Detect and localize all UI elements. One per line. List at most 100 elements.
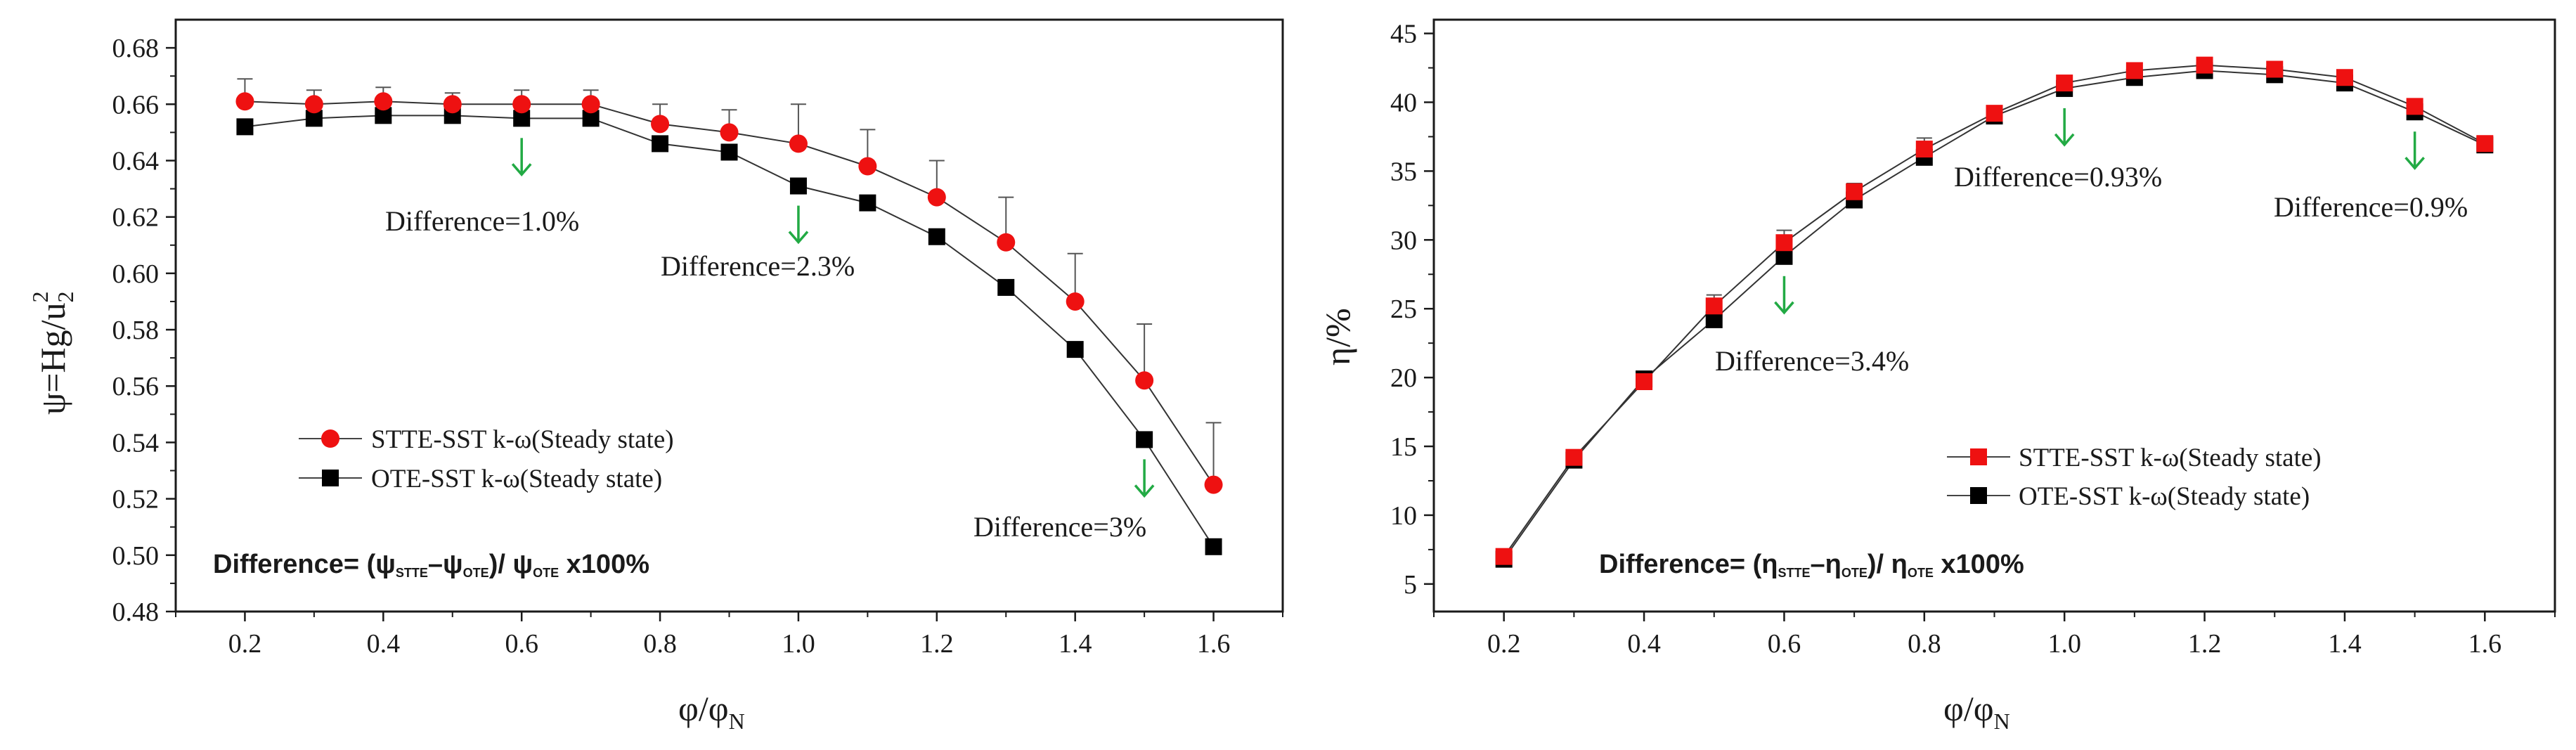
- left-y-tick-label: 0.66: [112, 90, 160, 119]
- left-y-tick-label: 0.50: [112, 541, 160, 571]
- right-chart: 0.2 0.4 0.6 0.8 1.0 1.2 1.4 1.6 5 10 15 20 25 30 35 40 4…: [1318, 18, 2556, 734]
- right-y-tick-label: 15: [1390, 432, 1417, 462]
- right-annotation-text: Difference=3.4%: [1715, 345, 1909, 377]
- right-series-line-0: [1503, 64, 2485, 557]
- left-point-series-1: [1066, 341, 1084, 358]
- left-point-series-1: [997, 278, 1015, 296]
- right-point-series-0: [1705, 297, 1723, 315]
- left-x-tick-label: 0.6: [505, 629, 538, 659]
- right-legend-marker-stte: [1970, 448, 1987, 465]
- left-point-series-0: [374, 92, 393, 111]
- right-annotation-arrowhead: [2405, 157, 2425, 170]
- right-point-series-0: [1915, 141, 1933, 158]
- right-y-tick-label: 25: [1390, 295, 1417, 324]
- right-x-axis-label: φ/φN: [1943, 689, 2010, 734]
- left-y-tick-label: 0.68: [112, 34, 160, 63]
- right-x-tick-label: 0.8: [1908, 629, 1941, 659]
- left-annotation-arrowhead: [788, 231, 809, 245]
- left-y-tick-label: 0.58: [112, 316, 160, 345]
- left-point-series-1: [652, 135, 669, 153]
- right-axes: 0.2 0.4 0.6 0.8 1.0 1.2 1.4 1.6 5 10 15 20 25 30 35 40 4…: [1390, 20, 2556, 659]
- right-x-tick-label: 1.4: [2328, 629, 2362, 659]
- right-point-series-0: [1775, 234, 1793, 252]
- right-y-tick-label: 40: [1390, 88, 1417, 117]
- left-formula: Difference= (ψSTTE–ψOTE)/ ψOTE x100%: [213, 550, 649, 580]
- right-formula: Difference= (ηSTTE–ηOTE)/ ηOTE x100%: [1599, 550, 2024, 580]
- left-axes: 0.2 0.4 0.6 0.8 1.0 1.2 1.4 1.6 0.48 0.50 0.52 0.54…: [112, 34, 1283, 659]
- right-annotations: Difference=3.4% Difference=0.93% Differenc…: [1715, 108, 2468, 377]
- left-point-series-0: [512, 95, 531, 114]
- right-annotation-text: Difference=0.93%: [1954, 161, 2162, 193]
- right-x-tick-label: 0.2: [1487, 629, 1521, 659]
- left-point-series-0: [789, 134, 808, 153]
- right-annotation-text: Difference=0.9%: [2274, 191, 2468, 223]
- right-legend-marker-ote: [1970, 487, 1987, 504]
- left-point-series-0: [1204, 475, 1223, 494]
- right-series-line-1: [1503, 70, 2485, 560]
- left-y-tick-label: 0.52: [112, 485, 160, 515]
- left-point-series-1: [1205, 538, 1222, 555]
- left-x-tick-label: 1.0: [782, 629, 815, 659]
- right-y-tick-label: 45: [1390, 20, 1417, 49]
- left-x-tick-label: 0.8: [643, 629, 677, 659]
- left-annotation-text: Difference=1.0%: [385, 205, 579, 237]
- left-point-series-0: [651, 115, 670, 134]
- left-annotation-arrowhead: [1134, 484, 1155, 498]
- left-legend-label-stte: STTE-SST k-ω(Steady state): [371, 425, 674, 454]
- left-legend-label-ote: OTE-SST k-ω(Steady state): [371, 465, 662, 493]
- left-y-tick-label: 0.60: [112, 259, 160, 289]
- right-point-series-0: [1565, 448, 1583, 466]
- left-x-tick-label: 1.6: [1197, 629, 1231, 659]
- right-x-tick-label: 1.6: [2468, 629, 2502, 659]
- left-x-tick-label: 0.2: [228, 629, 262, 659]
- right-y-axis-label: η/%: [1318, 308, 1357, 366]
- left-annotation-text: Difference=3%: [973, 511, 1146, 543]
- left-point-series-0: [1135, 371, 1154, 390]
- left-x-axis-label: φ/φN: [678, 689, 745, 734]
- left-y-tick-label: 0.64: [112, 146, 160, 176]
- left-point-series-1: [1136, 431, 1153, 448]
- left-point-series-1: [859, 194, 876, 212]
- right-point-series-0: [2476, 135, 2494, 153]
- left-y-tick-label: 0.48: [112, 597, 160, 627]
- left-point-series-1: [236, 118, 254, 136]
- left-point-series-0: [720, 123, 739, 142]
- right-point-series-0: [2125, 62, 2143, 79]
- left-point-series-0: [304, 95, 323, 114]
- left-point-series-0: [235, 92, 254, 111]
- right-point-series-0: [2056, 75, 2073, 92]
- left-point-series-0: [581, 95, 600, 114]
- right-legend: STTE-SST k-ω(Steady state) OTE-SST k-ω(S…: [1947, 444, 2322, 511]
- right-point-series-0: [2196, 56, 2213, 74]
- right-point-series-0: [2336, 69, 2353, 86]
- left-legend: STTE-SST k-ω(Steady state) OTE-SST k-ω(S…: [299, 425, 674, 493]
- right-y-tick-label: 10: [1390, 501, 1417, 531]
- left-point-series-0: [1066, 292, 1085, 311]
- right-legend-label-ote: OTE-SST k-ω(Steady state): [2019, 482, 2310, 511]
- left-annotations: Difference=1.0% Difference=2.3% Difference…: [385, 138, 1155, 543]
- right-y-tick-label: 5: [1404, 570, 1417, 600]
- right-series: [1495, 56, 2494, 568]
- right-y-tick-label: 20: [1390, 363, 1417, 393]
- left-point-series-1: [720, 143, 738, 161]
- right-y-tick-label: 35: [1390, 157, 1417, 186]
- left-annotation-text: Difference=2.3%: [661, 250, 855, 282]
- left-legend-marker-stte: [321, 429, 339, 448]
- right-point-series-0: [1986, 105, 2003, 122]
- left-chart: 0.2 0.4 0.6 0.8 1.0 1.2 1.4 1.6 0.48 0.50 0.52 0.54…: [27, 18, 1284, 734]
- left-x-tick-label: 1.2: [920, 629, 954, 659]
- right-x-tick-label: 0.6: [1768, 629, 1801, 659]
- right-point-series-0: [2266, 60, 2284, 78]
- left-point-series-1: [928, 228, 945, 245]
- left-y-axis-label: ψ=Hg/u22: [27, 292, 78, 415]
- right-point-series-0: [1846, 183, 1863, 200]
- right-annotation-arrowhead: [2054, 133, 2075, 147]
- right-annotation-arrowhead: [1774, 301, 1794, 315]
- left-y-tick-label: 0.54: [112, 428, 160, 458]
- left-annotation-arrowhead: [511, 163, 532, 177]
- left-series: [235, 78, 1223, 555]
- left-point-series-0: [858, 157, 877, 176]
- right-y-tick-label: 30: [1390, 226, 1417, 255]
- right-point-series-0: [2406, 98, 2423, 115]
